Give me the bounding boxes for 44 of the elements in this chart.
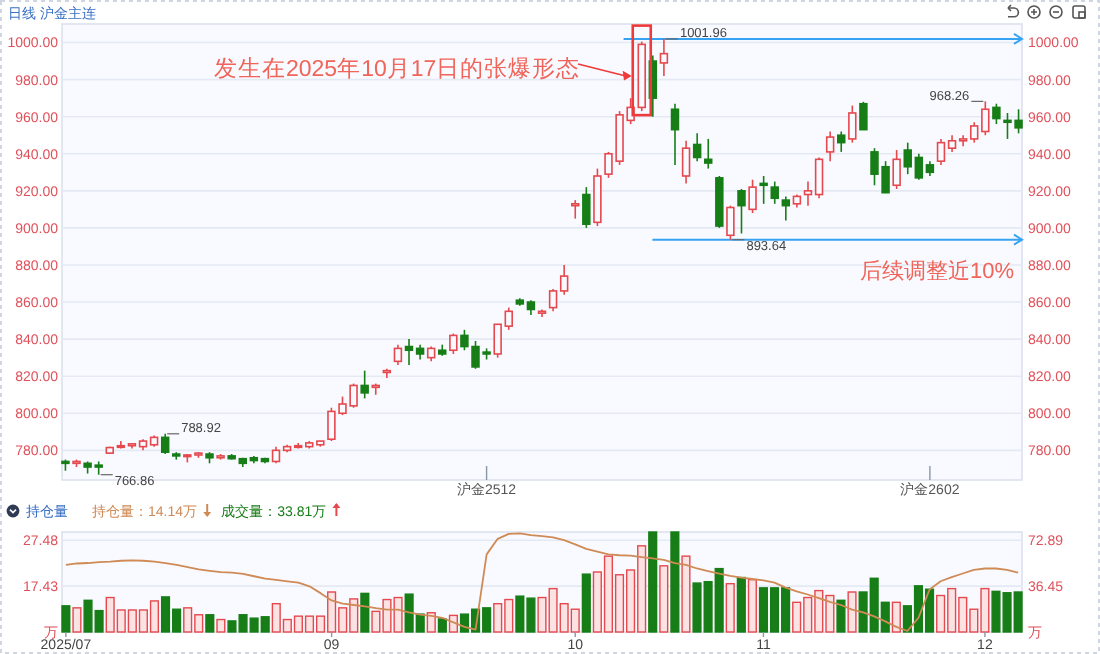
bar xyxy=(216,618,226,633)
candlestick xyxy=(992,102,1001,125)
candlestick xyxy=(781,195,791,222)
candlestick xyxy=(726,204,735,241)
annotation: 发生在2025年10月17日的张爆形态 xyxy=(214,56,581,82)
candlestick xyxy=(704,138,713,170)
bar xyxy=(360,592,370,633)
candlestick xyxy=(593,167,602,227)
candlestick xyxy=(681,139,691,185)
candlestick xyxy=(360,369,369,400)
bar xyxy=(72,607,82,633)
annotation: 后续调整近10% xyxy=(860,258,1015,284)
candlestick xyxy=(582,186,591,229)
bar xyxy=(836,599,846,633)
candlestick xyxy=(770,180,779,205)
candlestick xyxy=(659,38,669,77)
bar xyxy=(670,531,680,633)
candlestick xyxy=(393,343,403,366)
bar xyxy=(736,576,746,633)
candlestick xyxy=(748,178,757,214)
line-series xyxy=(64,532,1020,632)
bar xyxy=(61,605,71,633)
candlestick xyxy=(692,132,702,162)
candlestick xyxy=(160,433,170,455)
bar xyxy=(648,531,658,633)
candlestick xyxy=(670,102,680,166)
bar xyxy=(437,618,447,633)
bar xyxy=(659,565,669,633)
bar xyxy=(205,614,215,633)
bar xyxy=(426,612,436,633)
bar xyxy=(847,591,857,633)
candlestick xyxy=(848,104,857,144)
bar xyxy=(725,583,735,633)
bar xyxy=(681,555,691,633)
candlestick xyxy=(859,101,868,131)
bar xyxy=(747,578,757,633)
bar xyxy=(581,573,591,633)
candlestick xyxy=(759,175,768,205)
candlestick xyxy=(449,332,458,355)
candlestick xyxy=(737,188,746,235)
candlestick xyxy=(892,149,901,190)
candlestick xyxy=(825,130,835,162)
bar xyxy=(891,601,901,633)
candlestick xyxy=(837,130,846,153)
